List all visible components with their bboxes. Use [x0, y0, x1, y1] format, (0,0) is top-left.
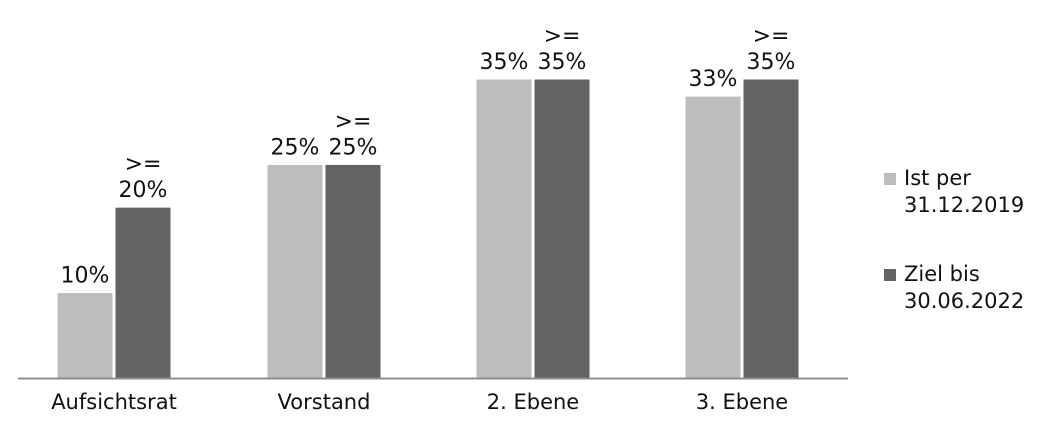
- x-tick-label-1: Vorstand: [278, 390, 371, 414]
- bar-ziel-2: [533, 78, 591, 379]
- data-label-ist-1-0: 25%: [271, 135, 320, 160]
- bar-ist-0: [56, 292, 114, 379]
- legend-swatch-ist: [884, 173, 896, 185]
- bar-ziel-0: [114, 206, 172, 379]
- legend-label-ist-1: 31.12.2019: [904, 193, 1024, 217]
- data-label-ziel-2-0: >=: [544, 24, 581, 49]
- x-tick-label-3: 3. Ebene: [696, 390, 788, 414]
- legend-label-ziel-1: 30.06.2022: [904, 289, 1024, 313]
- bar-ist-3: [684, 95, 742, 379]
- data-label-ziel-2-1: 35%: [538, 50, 587, 75]
- bar-ist-1: [266, 163, 324, 379]
- bars-layer: [56, 78, 800, 379]
- data-labels-layer: 10%>=20%25%>=25%35%>=35%33%>=35%: [61, 24, 796, 289]
- legend[interactable]: Ist per 31.12.2019 Ziel bis 30.06.2022: [884, 166, 1024, 313]
- data-label-ziel-0-0: >=: [125, 152, 162, 177]
- data-label-ist-0-0: 10%: [61, 264, 110, 289]
- x-tick-label-2: 2. Ebene: [487, 390, 579, 414]
- legend-label-ist-0: Ist per: [904, 166, 971, 190]
- x-tick-labels: Aufsichtsrat Vorstand 2. Ebene 3. Ebene: [51, 390, 788, 414]
- bar-ziel-3: [742, 78, 800, 379]
- data-label-ist-2-0: 35%: [480, 50, 529, 75]
- bar-ist-2: [475, 78, 533, 379]
- data-label-ziel-3-0: >=: [753, 24, 790, 49]
- bar-ziel-1: [324, 163, 382, 379]
- legend-label-ziel-0: Ziel bis: [904, 262, 980, 286]
- data-label-ziel-3-1: 35%: [747, 50, 796, 75]
- data-label-ziel-0-1: 20%: [119, 178, 168, 203]
- data-label-ziel-1-0: >=: [335, 109, 372, 134]
- data-label-ziel-1-1: 25%: [329, 135, 378, 160]
- legend-swatch-ziel: [884, 269, 896, 281]
- data-label-ist-3-0: 33%: [689, 67, 738, 92]
- x-tick-label-0: Aufsichtsrat: [51, 390, 177, 414]
